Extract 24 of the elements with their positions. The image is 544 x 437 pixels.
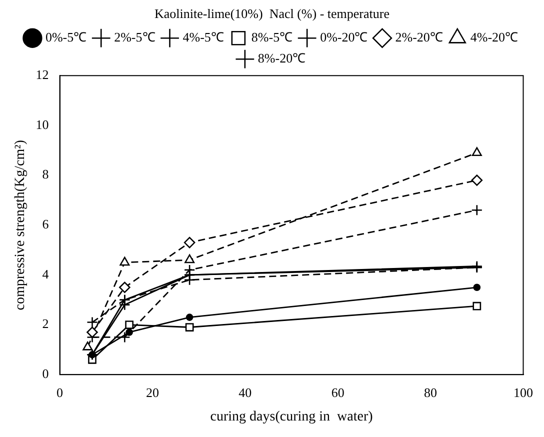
legend-label: 4%-5℃	[182, 30, 224, 45]
legend-label: 0%-5℃	[45, 30, 87, 45]
x-tick-label: 20	[146, 384, 159, 400]
y-tick-label: 8	[42, 166, 49, 182]
x-axis-title: curing days(curing in water)	[210, 409, 374, 424]
y-axis-title: compressive strength(Kg/cm²)	[13, 140, 28, 310]
legend-label: 2%-5℃	[114, 30, 156, 45]
y-tick-label: 6	[42, 216, 50, 232]
legend-label: 8%-20℃	[258, 50, 306, 66]
x-tick-label: 100	[514, 384, 533, 400]
y-tick-label: 4	[42, 266, 50, 282]
y-tick-label: 0	[42, 366, 49, 382]
legend-label: 2%-20℃	[395, 30, 443, 45]
x-tick-label: 60	[331, 384, 344, 400]
x-tick-label: 40	[238, 384, 252, 400]
y-tick-label: 2	[42, 316, 49, 332]
x-tick-label: 80	[424, 384, 438, 400]
legend-title: Kaolinite-lime(10%) Nacl (%) - temperature	[154, 6, 390, 21]
legend-label: 8%-5℃	[251, 30, 293, 45]
legend-label: 4%-20℃	[470, 30, 518, 45]
legend-label: 0%-20℃	[320, 30, 368, 45]
y-tick-label: 12	[36, 67, 49, 82]
y-tick-label: 10	[36, 116, 49, 132]
x-tick-label: 0	[56, 384, 64, 400]
